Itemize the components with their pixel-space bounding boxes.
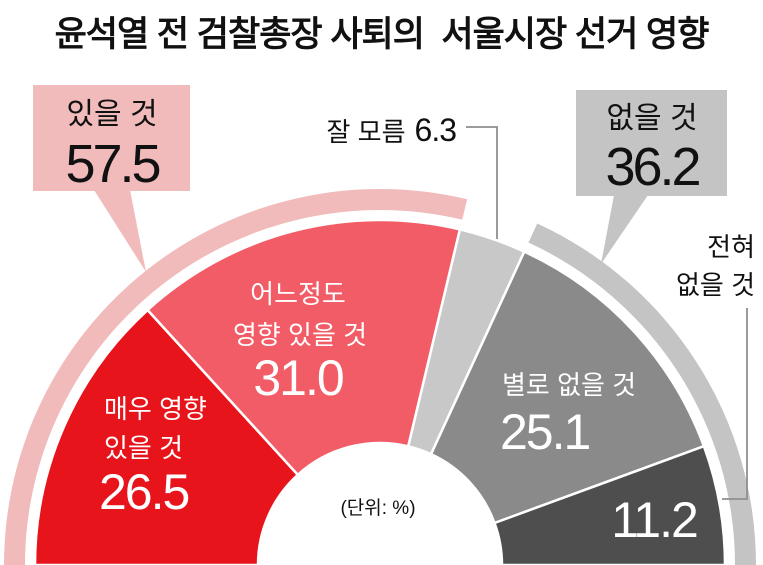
slice-label-line: 잘 모름 — [327, 117, 406, 147]
unit-note: (단위: %) — [340, 497, 415, 519]
callout-unlikely-impact: 없을 것 36.2 — [576, 90, 727, 264]
dont-know-annotation: 잘 모름 6.3 — [327, 112, 457, 148]
slice-label-line: 있을 것 — [104, 433, 183, 463]
leader-line-dont-know — [466, 126, 498, 239]
slice-label-dont-know: 잘 모름 6.3 — [327, 112, 498, 239]
outer-group-ring — [4, 189, 756, 565]
slice-value: 25.1 — [500, 404, 590, 460]
wedge-somewhat-likely-impact — [145, 218, 462, 477]
slice-value-not-at-all: 11.2 — [611, 492, 697, 548]
slice-label-line: 없을 것 — [676, 270, 755, 300]
wedge-not-very-likely-impact — [429, 249, 706, 525]
slice-label-line: 전혀 — [707, 232, 755, 262]
slice-label-line: 영향 있을 것 — [233, 320, 367, 350]
callout-value: 57.5 — [65, 134, 159, 194]
leader-line-not-at-all — [722, 308, 748, 500]
callout-label: 있을 것 — [66, 98, 157, 131]
slice-label-not-at-all: 전혀 없을 것 — [676, 232, 755, 500]
slice-label-very-likely: 매우 영향 있을 것 26.5 — [99, 394, 207, 520]
callout-label: 없을 것 — [606, 102, 697, 135]
callout-likely-impact: 있을 것 57.5 — [33, 85, 190, 272]
slice-label-line: 어느정도 — [250, 279, 346, 309]
slice-label-somewhat-likely: 어느정도 영향 있을 것 31.0 — [233, 279, 367, 406]
callout-box — [576, 90, 727, 196]
slice-value: 6.3 — [415, 112, 457, 148]
slice-value: 26.5 — [99, 464, 189, 520]
slice-label-not-very-likely: 별로 없을 것 25.1 — [500, 370, 636, 460]
callout-tail — [601, 195, 648, 264]
callout-box — [33, 85, 190, 191]
slice-label-line: 별로 없을 것 — [502, 370, 636, 400]
callout-value: 36.2 — [605, 137, 699, 197]
slice-value: 31.0 — [253, 350, 343, 406]
wedge-very-likely-impact — [33, 308, 300, 565]
callout-tail — [94, 190, 146, 272]
slice-label-line: 매우 영향 — [104, 394, 207, 424]
ring-arc-unlikely-impact — [528, 223, 756, 565]
chart-title: 윤석열 전 검찰총장 사퇴의 서울시장 선거 영향 — [54, 15, 710, 54]
